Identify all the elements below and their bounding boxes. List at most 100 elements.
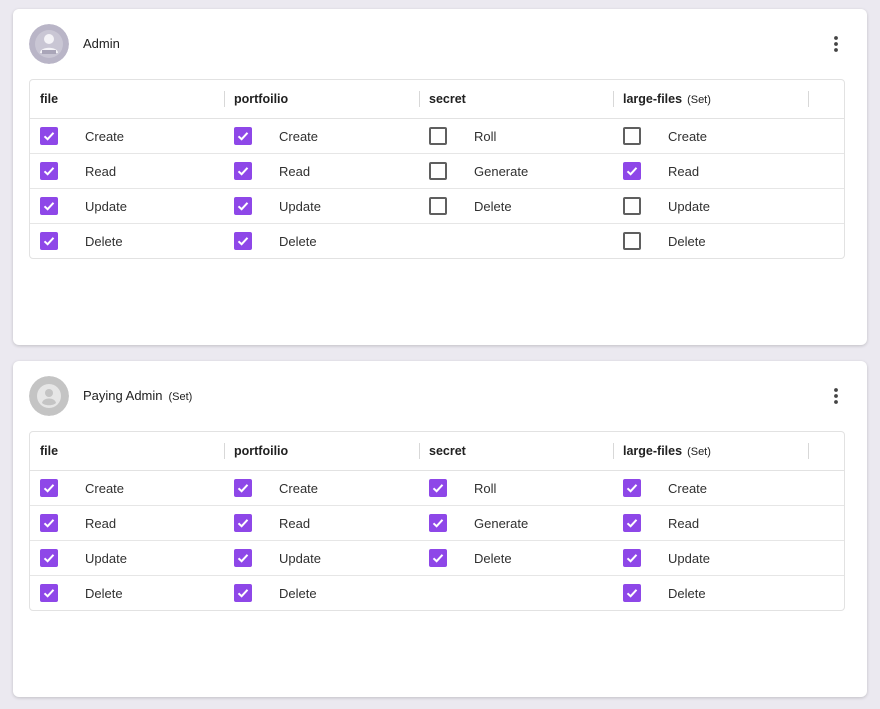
checkbox-checked[interactable] [40,479,58,497]
permission-label: Delete [279,233,317,249]
permission-cell[interactable]: Roll [429,119,496,153]
permission-cell[interactable]: Update [623,189,710,223]
permission-label: Generate [474,515,529,531]
checkbox-unchecked[interactable] [429,127,447,145]
checkbox-checked[interactable] [234,549,252,567]
permission-cell[interactable]: Update [40,189,127,223]
permission-cell[interactable]: Delete [429,541,512,575]
checkbox-checked[interactable] [623,584,641,602]
table-body: Create Create Roll Create Read Read Generate Re… [30,119,844,258]
checkbox-checked[interactable] [234,127,252,145]
checkbox-checked[interactable] [623,514,641,532]
permission-cell[interactable]: Read [623,506,699,540]
checkbox-checked[interactable] [40,584,58,602]
checkmark-icon [626,519,638,528]
permission-cell[interactable]: Update [623,541,710,575]
permission-cell[interactable]: Read [40,154,116,188]
checkbox-checked[interactable] [40,232,58,250]
permission-cell[interactable]: Delete [234,224,317,258]
permission-cell[interactable]: Update [234,541,321,575]
permission-cell[interactable]: Create [40,119,124,153]
checkbox-unchecked[interactable] [623,197,641,215]
more-vertical-icon[interactable] [826,385,846,407]
checkbox-checked[interactable] [623,479,641,497]
checkbox-checked[interactable] [234,479,252,497]
permission-cell[interactable]: Read [623,154,699,188]
checkmark-icon [237,484,249,493]
permission-label: Delete [85,585,123,601]
checkbox-checked[interactable] [623,162,641,180]
checkmark-icon [237,237,249,246]
permission-cell[interactable]: Update [234,189,321,223]
column-header-large-files: large-files (Set) [623,92,711,106]
account-circle-icon [29,376,69,416]
checkmark-icon [626,167,638,176]
checkbox-unchecked[interactable] [623,232,641,250]
permission-cell[interactable]: Create [623,471,707,505]
permission-cell[interactable]: Delete [623,576,706,610]
checkbox-checked[interactable] [234,584,252,602]
checkbox-unchecked[interactable] [429,162,447,180]
permission-cell[interactable]: Create [40,471,124,505]
checkbox-checked[interactable] [234,232,252,250]
checkbox-checked[interactable] [40,549,58,567]
permission-cell[interactable]: Delete [429,189,512,223]
checkmark-icon [626,554,638,563]
permission-label: Read [279,515,311,531]
checkmark-icon [43,132,55,141]
checkbox-checked[interactable] [234,197,252,215]
checkmark-icon [43,167,55,176]
table-row: Create Create Roll Create [30,471,844,506]
column-set-tag: (Set) [687,94,711,106]
checkbox-checked[interactable] [429,479,447,497]
permission-label: Delete [668,585,706,601]
permission-label: Read [85,515,117,531]
checkmark-icon [43,202,55,211]
checkmark-icon [43,589,55,598]
checkbox-checked[interactable] [429,549,447,567]
checkbox-unchecked[interactable] [623,127,641,145]
permission-label: Generate [474,163,529,179]
column-header-file: file [40,444,59,458]
permission-label: Read [668,515,700,531]
permission-label: Update [85,198,127,214]
permission-label: Delete [279,585,317,601]
checkbox-checked[interactable] [40,514,58,532]
permission-label: Read [85,163,117,179]
permission-cell[interactable]: Create [234,471,318,505]
checkbox-checked[interactable] [40,127,58,145]
more-vertical-icon[interactable] [826,33,846,55]
checkbox-checked[interactable] [40,197,58,215]
permission-label: Delete [474,550,512,566]
permission-cell[interactable]: Create [623,119,707,153]
permission-cell[interactable]: Update [40,541,127,575]
column-header-portfoilio: portfoilio [234,92,289,106]
permission-cell[interactable]: Read [234,506,310,540]
permission-cell[interactable]: Delete [623,224,706,258]
user-icon [29,24,69,64]
checkbox-checked[interactable] [234,162,252,180]
permission-cell[interactable]: Delete [234,576,317,610]
permission-cell[interactable]: Roll [429,471,496,505]
checkbox-unchecked[interactable] [429,197,447,215]
table-body: Create Create Roll Create Read Read Generate Re… [30,471,844,610]
permission-cell[interactable]: Delete [40,224,123,258]
permission-cell[interactable]: Create [234,119,318,153]
table-header: file portfoilio secret large-files (Set) [30,80,844,119]
checkbox-checked[interactable] [234,514,252,532]
permission-cell[interactable]: Delete [40,576,123,610]
permission-label: Delete [474,198,512,214]
checkbox-checked[interactable] [429,514,447,532]
checkmark-icon [237,202,249,211]
column-header-secret: secret [429,444,466,458]
column-divider [419,91,420,107]
column-divider [808,443,809,459]
permission-label: Roll [474,128,497,144]
permission-cell[interactable]: Generate [429,506,528,540]
permission-cell[interactable]: Read [40,506,116,540]
permission-cell[interactable]: Generate [429,154,528,188]
permission-cell[interactable]: Read [234,154,310,188]
column-divider [613,443,614,459]
checkbox-checked[interactable] [623,549,641,567]
checkbox-checked[interactable] [40,162,58,180]
